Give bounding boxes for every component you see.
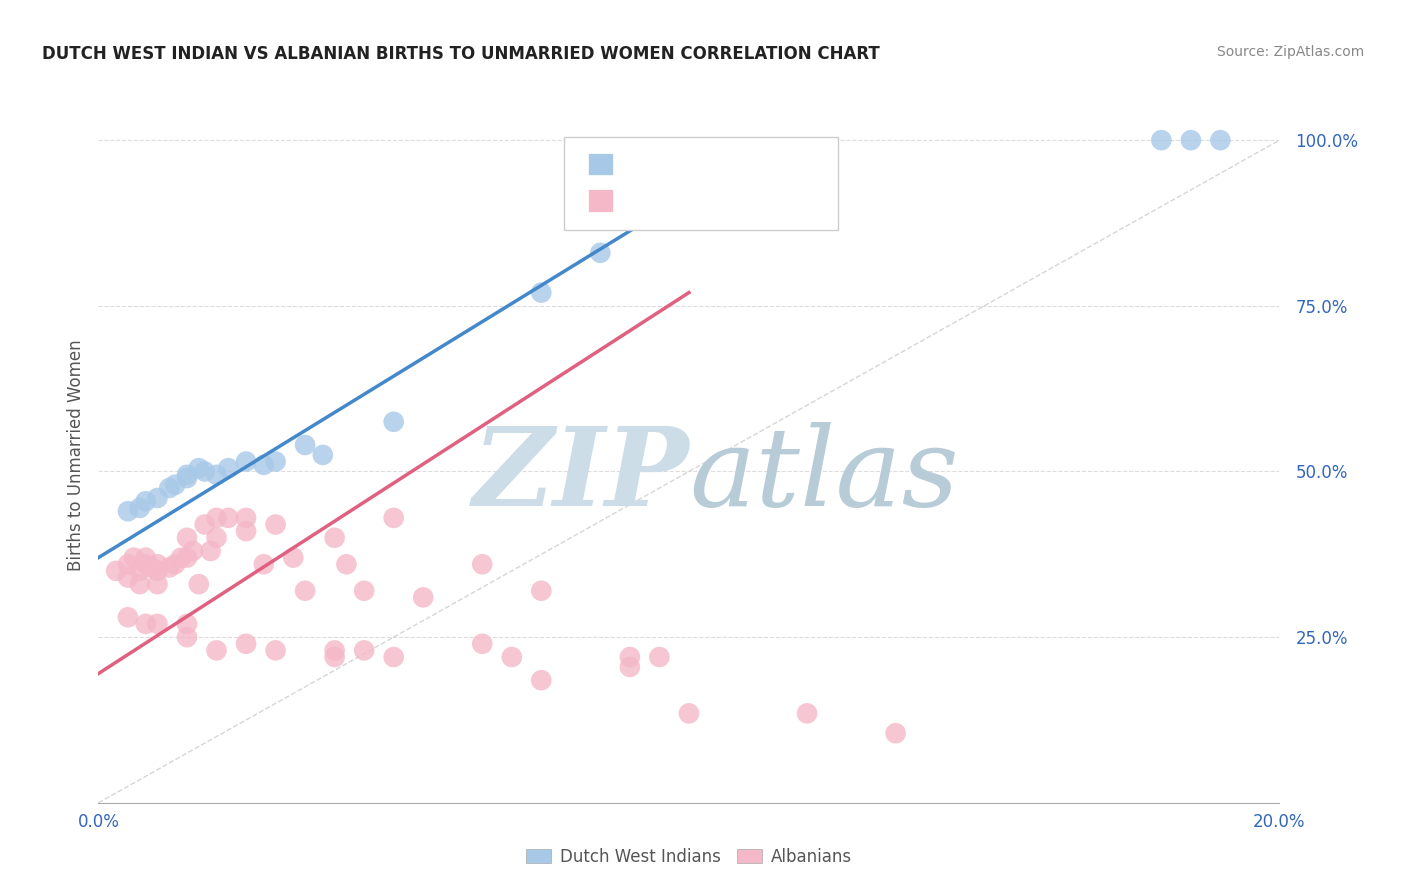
- Point: [117, 558, 139, 572]
- Point: [187, 577, 209, 591]
- Point: [353, 583, 375, 598]
- Point: [353, 643, 375, 657]
- Point: [181, 544, 204, 558]
- Point: [796, 706, 818, 721]
- Point: [157, 560, 180, 574]
- Point: [176, 471, 198, 485]
- Point: [135, 558, 157, 572]
- Point: [264, 517, 287, 532]
- Legend: Dutch West Indians, Albanians: Dutch West Indians, Albanians: [520, 841, 858, 872]
- Point: [235, 511, 257, 525]
- Point: [117, 610, 139, 624]
- Point: [200, 544, 222, 558]
- Point: [135, 550, 157, 565]
- Point: [1209, 133, 1232, 147]
- Point: [678, 706, 700, 721]
- Point: [471, 558, 494, 572]
- Y-axis label: Births to Unmarried Women: Births to Unmarried Women: [66, 339, 84, 571]
- Point: [205, 467, 228, 482]
- Point: [217, 461, 239, 475]
- Point: [105, 564, 128, 578]
- Point: [146, 616, 169, 631]
- Point: [135, 494, 157, 508]
- Point: [205, 511, 228, 525]
- Point: [323, 650, 346, 665]
- Point: [194, 465, 217, 479]
- Point: [619, 660, 641, 674]
- Point: [530, 583, 553, 598]
- Text: R = 0.481   N = 37: R = 0.481 N = 37: [624, 194, 780, 210]
- Point: [1150, 133, 1173, 147]
- Point: [335, 558, 357, 572]
- Point: [146, 564, 169, 578]
- Point: [141, 560, 163, 574]
- Point: [146, 491, 169, 505]
- Point: [176, 616, 198, 631]
- Point: [648, 650, 671, 665]
- Point: [176, 630, 198, 644]
- Point: [176, 467, 198, 482]
- Point: [146, 577, 169, 591]
- Point: [176, 550, 198, 565]
- Point: [253, 458, 276, 472]
- Point: [264, 454, 287, 468]
- Point: [205, 643, 228, 657]
- Point: [530, 673, 553, 688]
- Point: [253, 558, 276, 572]
- Point: [135, 616, 157, 631]
- Point: [235, 524, 257, 538]
- Point: [187, 461, 209, 475]
- Point: [323, 531, 346, 545]
- Point: [165, 477, 187, 491]
- Text: R = 0.835   N = 23: R = 0.835 N = 23: [624, 158, 780, 173]
- Text: atlas: atlas: [689, 422, 959, 530]
- Text: DUTCH WEST INDIAN VS ALBANIAN BIRTHS TO UNMARRIED WOMEN CORRELATION CHART: DUTCH WEST INDIAN VS ALBANIAN BIRTHS TO …: [42, 45, 880, 62]
- Point: [382, 415, 405, 429]
- Point: [117, 504, 139, 518]
- Point: [382, 650, 405, 665]
- Point: [589, 245, 612, 260]
- Point: [176, 531, 198, 545]
- Point: [235, 454, 257, 468]
- Point: [283, 550, 305, 565]
- Point: [122, 550, 145, 565]
- Point: [165, 558, 187, 572]
- Point: [170, 550, 193, 565]
- Point: [471, 637, 494, 651]
- Text: Source: ZipAtlas.com: Source: ZipAtlas.com: [1216, 45, 1364, 59]
- Point: [501, 650, 523, 665]
- Point: [884, 726, 907, 740]
- Point: [194, 517, 217, 532]
- Point: [128, 500, 150, 515]
- Point: [619, 650, 641, 665]
- Point: [128, 577, 150, 591]
- Point: [117, 570, 139, 584]
- Point: [128, 564, 150, 578]
- Point: [294, 583, 316, 598]
- Point: [312, 448, 335, 462]
- Point: [205, 531, 228, 545]
- Point: [294, 438, 316, 452]
- Point: [217, 511, 239, 525]
- Point: [146, 558, 169, 572]
- Point: [323, 643, 346, 657]
- Point: [235, 637, 257, 651]
- Point: [1180, 133, 1202, 147]
- Point: [382, 511, 405, 525]
- Text: ZIP: ZIP: [472, 422, 689, 530]
- Point: [157, 481, 180, 495]
- Point: [412, 591, 434, 605]
- Point: [264, 643, 287, 657]
- Point: [530, 285, 553, 300]
